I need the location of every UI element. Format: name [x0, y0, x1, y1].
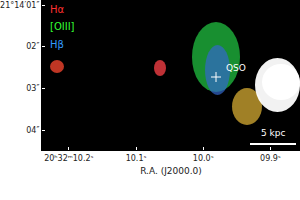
svg-text:09.9ˢ: 09.9ˢ: [260, 154, 281, 163]
svg-text:Hβ: Hβ: [50, 39, 64, 50]
svg-text:5 kpc: 5 kpc: [261, 128, 286, 138]
svg-text:03″: 03″: [26, 84, 39, 93]
svg-text:02″: 02″: [26, 42, 39, 51]
svg-text:10.0ˢ: 10.0ˢ: [193, 154, 214, 163]
svg-text:10.1ˢ: 10.1ˢ: [126, 154, 147, 163]
svg-text:04″: 04″: [26, 126, 39, 135]
svg-text:Hα: Hα: [50, 4, 65, 15]
svg-text:QSO: QSO: [226, 63, 246, 73]
svg-text:21°14′01″: 21°14′01″: [0, 1, 39, 10]
svg-text:[OIII]: [OIII]: [50, 21, 75, 32]
svg-text:R.A. (J2000.0): R.A. (J2000.0): [140, 166, 202, 176]
svg-text:20ʰ32ᵐ10.2ˢ: 20ʰ32ᵐ10.2ˢ: [44, 154, 93, 163]
